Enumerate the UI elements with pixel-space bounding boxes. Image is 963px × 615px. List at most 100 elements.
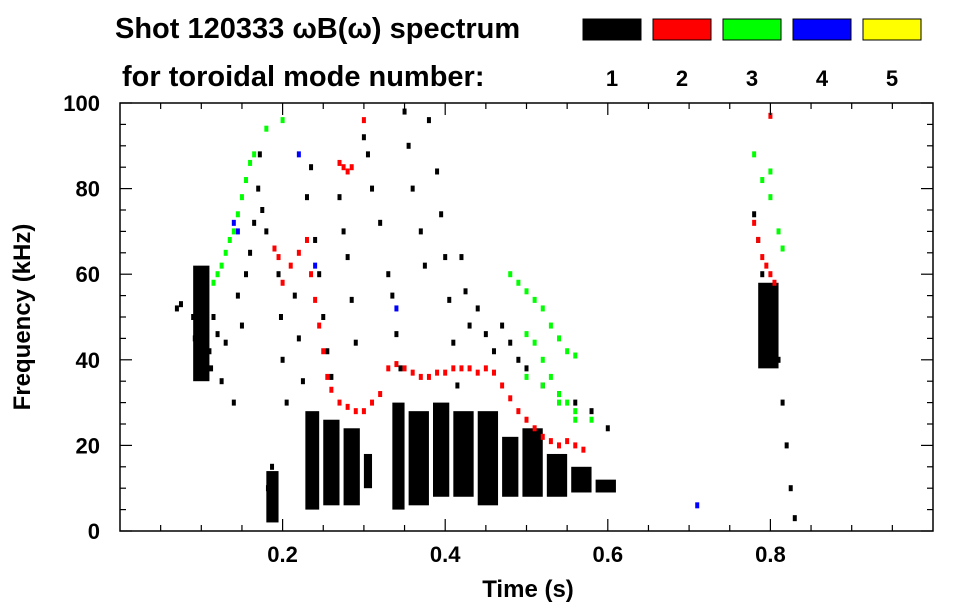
mode-2-point-47 <box>361 117 366 124</box>
mode-2-point-44 <box>341 164 346 171</box>
mode-1-point-76 <box>524 365 529 372</box>
legend-label-mode-2: 2 <box>676 66 688 91</box>
mode-2-point-50 <box>760 254 765 261</box>
chart-title-line2: for toroidal mode number: <box>122 61 485 93</box>
mode-1-point-86 <box>768 314 773 320</box>
mode-3-point-2 <box>219 262 224 269</box>
mode-3-point-20 <box>565 348 570 355</box>
mode-3-point-34 <box>752 151 757 158</box>
mode-2-point-5 <box>304 236 309 243</box>
mode-1-point-4 <box>195 356 200 363</box>
mode-1-point-49 <box>370 185 375 192</box>
mode-1-point-58 <box>418 228 423 235</box>
mode-2-point-12 <box>337 399 342 406</box>
mode-3-point-21 <box>573 352 578 359</box>
y-tick-label: 80 <box>76 177 100 202</box>
mode-3-point-29 <box>589 416 594 423</box>
mode-1-point-81 <box>605 425 610 432</box>
mode-1-point-70 <box>475 305 480 312</box>
mode-1-point-39 <box>321 314 326 320</box>
mode-1-point-29 <box>278 314 283 320</box>
mode-1-point-52 <box>390 292 395 299</box>
mode-2-point-21 <box>410 369 415 376</box>
legend-swatch-mode-4 <box>792 18 852 41</box>
mode-1-band-8 <box>477 411 499 506</box>
axis-ticks: 0 20 40 60 80 100 0.2 0.4 0.6 0.8 <box>63 91 933 567</box>
y-tick-label: 0 <box>88 519 100 544</box>
mode-3-point-6 <box>235 211 240 218</box>
mode-1-band-4 <box>392 402 405 510</box>
mode-2-point-42 <box>581 446 586 453</box>
mode-2-point-19 <box>394 361 399 368</box>
mode-2-point-30 <box>483 365 488 372</box>
y-tick-label: 40 <box>76 348 100 373</box>
mode-3-point-32 <box>557 399 562 406</box>
mode-1-point-82 <box>752 211 757 218</box>
series-mode-3 <box>211 117 785 423</box>
mode-2-point-45 <box>345 168 350 175</box>
mode-3-point-30 <box>524 373 529 380</box>
mode-3-point-38 <box>780 245 785 252</box>
mode-2-point-38 <box>548 438 553 445</box>
mode-1-point-67 <box>459 254 464 261</box>
mode-3-point-35 <box>760 177 765 184</box>
mode-3-point-1 <box>215 271 220 278</box>
mode-1-point-56 <box>406 142 411 149</box>
mode-2-point-4 <box>296 249 301 256</box>
mode-3-point-14 <box>516 279 521 286</box>
mode-2-point-54 <box>768 112 773 119</box>
mode-1-point-72 <box>491 348 496 355</box>
mode-1-band-2 <box>343 428 360 506</box>
mode-1-point-43 <box>341 228 346 235</box>
mode-1-band-9 <box>502 436 519 497</box>
mode-2-point-0 <box>272 245 277 252</box>
mode-3-point-24 <box>540 356 545 363</box>
mode-2-point-41 <box>573 442 578 449</box>
mode-2-point-7 <box>313 296 318 303</box>
mode-3-point-25 <box>548 373 553 380</box>
mode-2-point-17 <box>378 391 383 398</box>
chart-title-line1: Shot 120333 ωB(ω) spectrum <box>115 13 520 45</box>
legend-swatch-mode-2 <box>652 18 712 41</box>
legend-swatch-mode-3 <box>722 18 782 41</box>
x-tick-label: 0.4 <box>430 542 461 567</box>
mode-1-point-61 <box>435 168 440 175</box>
mode-2-point-24 <box>435 369 440 376</box>
mode-2-point-27 <box>459 365 464 372</box>
mode-2-point-22 <box>418 373 423 380</box>
mode-1-point-48 <box>365 151 370 158</box>
mode-1-point-44 <box>345 254 350 261</box>
mode-2-point-15 <box>361 408 366 415</box>
mode-1-point-57 <box>410 185 415 192</box>
mode-1-point-15 <box>235 292 240 299</box>
mode-1-point-1 <box>178 301 183 308</box>
mode-1-point-8 <box>207 348 212 355</box>
series-mode-4 <box>231 151 700 509</box>
mode-1-band-16 <box>758 282 779 369</box>
mode-1-band-10 <box>522 428 543 497</box>
mode-1-point-68 <box>463 288 468 295</box>
mode-3-point-13 <box>508 271 513 278</box>
mode-2-point-37 <box>540 433 545 440</box>
y-tick-label: 100 <box>63 91 100 116</box>
mode-4-point-2 <box>296 151 301 158</box>
mode-3-point-10 <box>252 151 257 158</box>
mode-2-point-39 <box>557 442 562 449</box>
mode-1-point-53 <box>394 331 399 338</box>
mode-2-point-49 <box>756 236 761 243</box>
mode-2-point-10 <box>325 373 330 380</box>
mode-2-point-29 <box>475 369 480 376</box>
mode-2-point-3 <box>288 262 293 269</box>
mode-2-point-40 <box>565 438 570 445</box>
mode-1-point-59 <box>422 262 427 269</box>
mode-3-point-23 <box>532 339 537 346</box>
mode-1-point-89 <box>780 399 785 406</box>
mode-2-point-51 <box>764 262 769 269</box>
mode-2-point-36 <box>532 425 537 432</box>
mode-2-point-26 <box>451 365 456 372</box>
mode-2-point-9 <box>321 348 326 355</box>
mode-1-point-63 <box>443 254 448 261</box>
mode-3-point-4 <box>227 236 232 243</box>
legend-swatch-mode-1 <box>582 18 642 41</box>
mode-1-point-19 <box>252 219 257 226</box>
